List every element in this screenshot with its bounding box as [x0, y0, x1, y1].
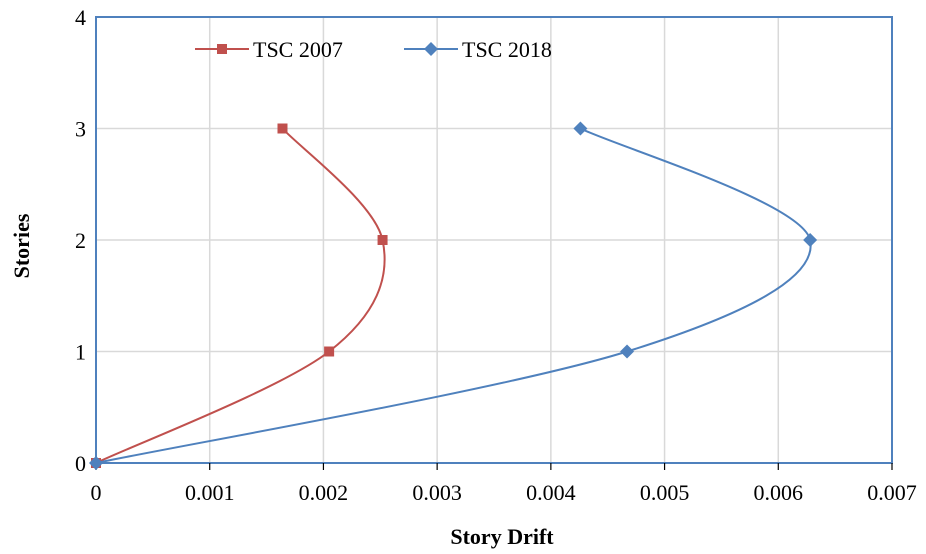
grid [95, 16, 893, 464]
series [89, 121, 818, 470]
x-tick-label: 0.001 [185, 480, 235, 505]
legend-item: TSC 2018 [404, 37, 552, 62]
x-tick-label: 0 [91, 480, 102, 505]
legend-label: TSC 2007 [253, 37, 343, 62]
y-tick-label: 1 [75, 340, 86, 365]
y-axis-title: Stories [9, 213, 34, 278]
legend-marker [424, 42, 438, 56]
data-point [573, 121, 588, 136]
x-tick-label: 0.002 [299, 480, 349, 505]
data-point [803, 233, 818, 247]
y-axis-ticks: 0 1 2 3 4 [75, 5, 86, 476]
x-tick-label: 0.003 [412, 480, 462, 505]
x-tick-label: 0.004 [526, 480, 576, 505]
x-tick-label: 0.006 [754, 480, 804, 505]
legend-item: TSC 2007 [195, 37, 343, 62]
data-point [89, 456, 103, 470]
series-line [95, 127, 386, 464]
legend: TSC 2007 TSC 2018 [195, 37, 552, 62]
legend-label: TSC 2018 [462, 37, 552, 62]
data-point [377, 235, 388, 245]
y-tick-label: 3 [75, 117, 86, 142]
series-line [95, 127, 812, 464]
x-axis-ticks: 0 0.001 0.002 0.003 0.004 0.005 0.006 0.007 [91, 463, 917, 505]
data-point [324, 346, 335, 357]
x-axis-title: Story Drift [450, 524, 554, 549]
data-point [277, 123, 288, 134]
y-tick-label: 4 [75, 5, 86, 30]
plot-frame [95, 16, 893, 464]
y-tick-label: 2 [75, 228, 86, 253]
y-tick-label: 0 [75, 451, 86, 476]
x-tick-label: 0.007 [867, 480, 917, 505]
legend-marker [217, 44, 227, 54]
data-point [620, 344, 635, 359]
series-2 [89, 121, 818, 470]
x-tick-label: 0.005 [640, 480, 690, 505]
